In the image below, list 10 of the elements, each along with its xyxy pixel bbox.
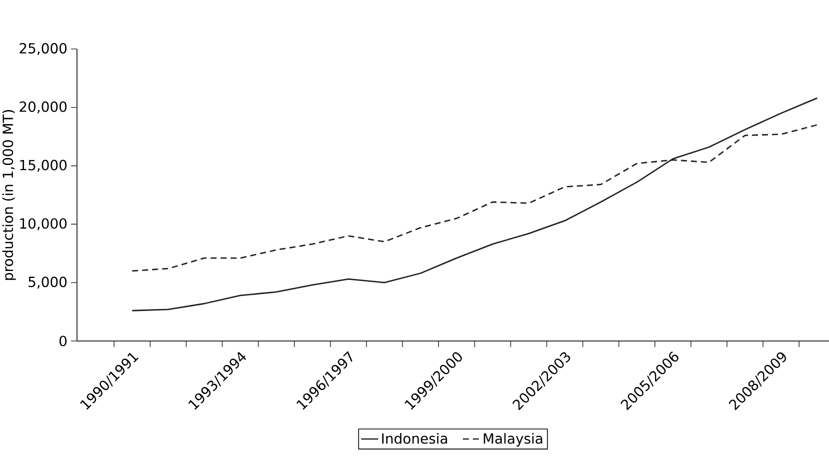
y-tick-label: 15,000 — [20, 160, 67, 172]
y-tick-label: 20,000 — [20, 101, 67, 114]
legend-label: Malaysia — [484, 432, 542, 446]
y-tick-label: 0 — [60, 336, 67, 346]
legend-label: Indonesia — [382, 432, 448, 444]
y-tick-label: 25,000 — [20, 43, 67, 55]
y-tick-label: 10,000 — [20, 218, 67, 230]
y-tick-label: 5,000 — [28, 276, 67, 289]
y-axis-title: production (in 1,000 MT) — [2, 110, 16, 280]
line-series — [131, 97, 818, 312]
